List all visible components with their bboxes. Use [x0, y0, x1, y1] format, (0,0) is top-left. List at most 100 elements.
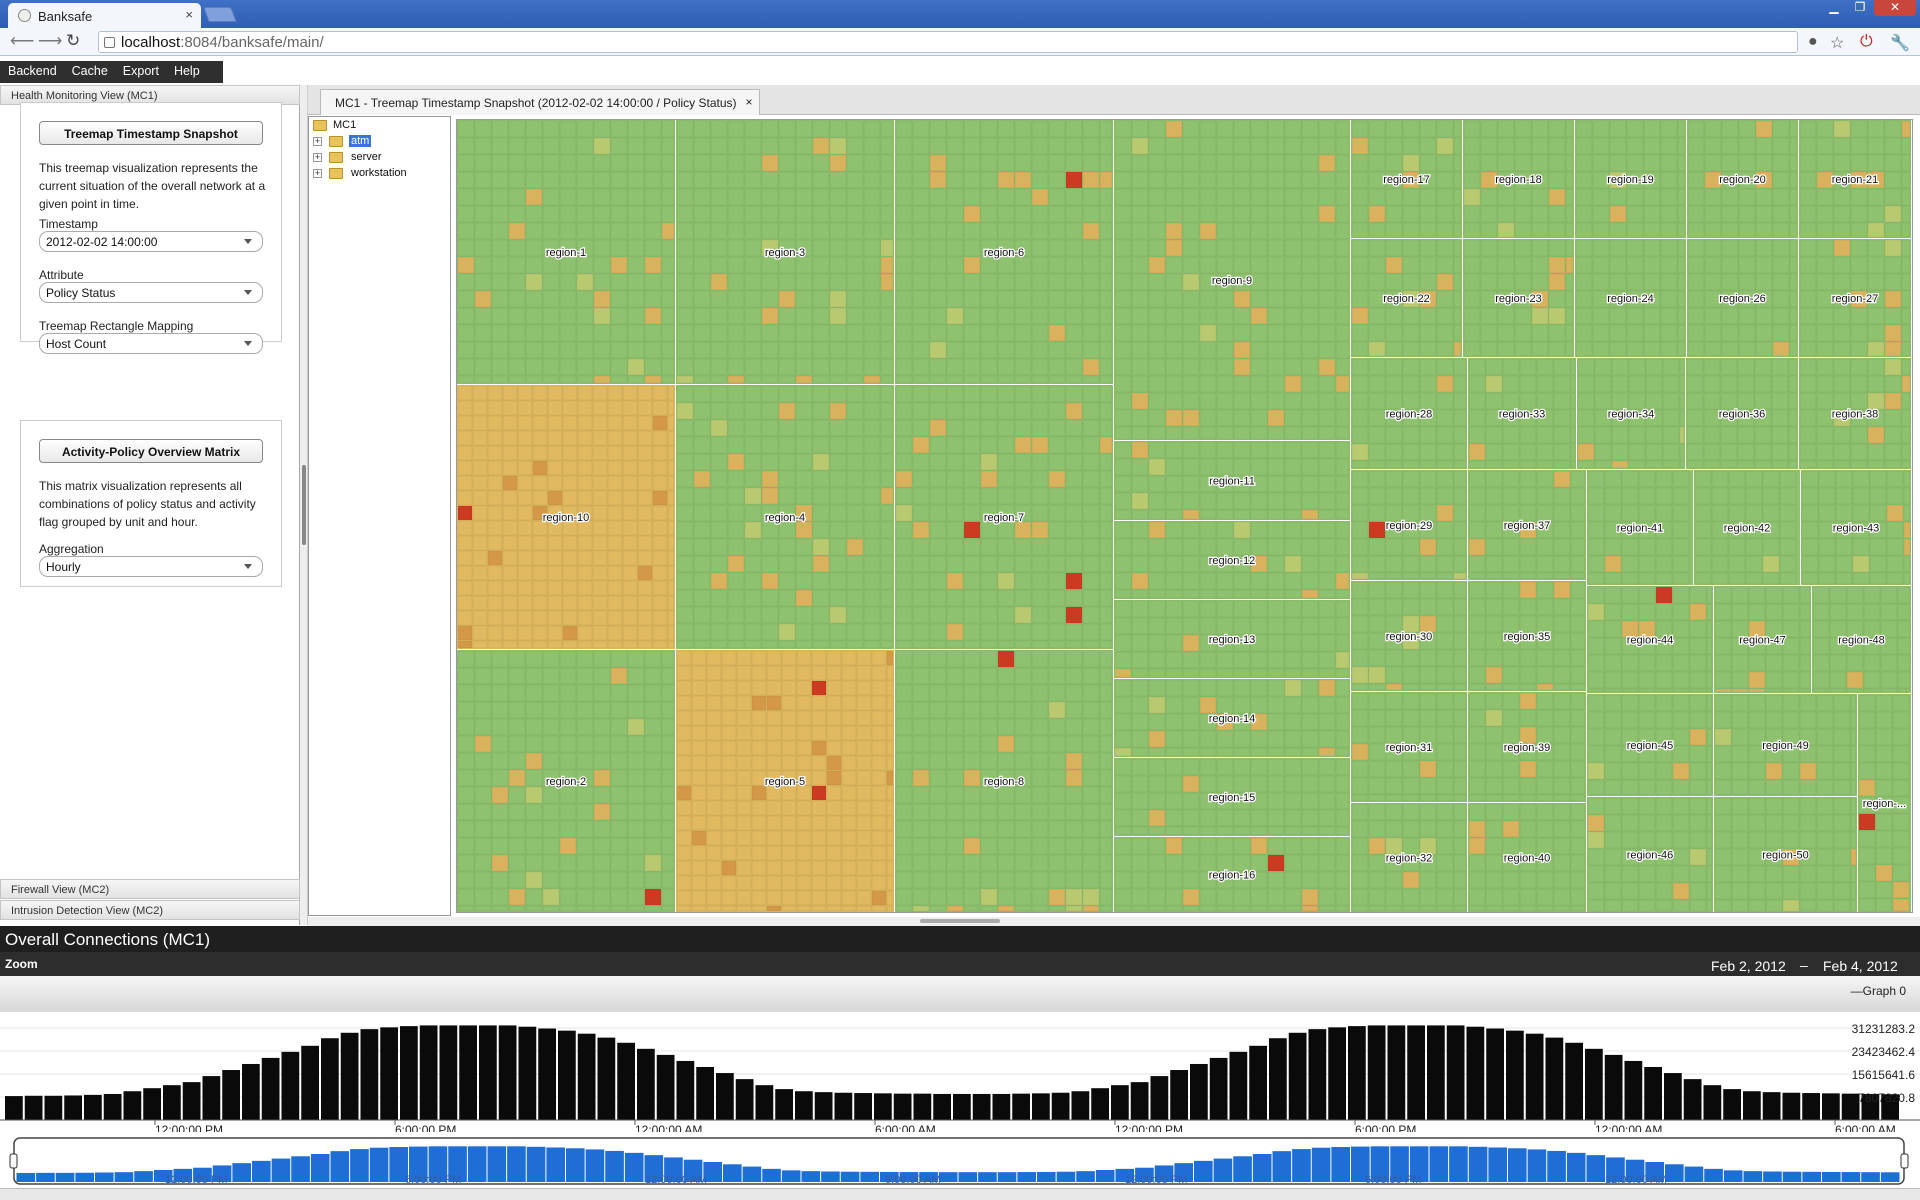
treemap-host-cell[interactable]: [880, 521, 894, 539]
treemap-host-cell[interactable]: [1711, 572, 1729, 585]
treemap-host-cell[interactable]: [1858, 864, 1876, 882]
treemap-host-cell[interactable]: [1626, 341, 1644, 357]
treemap-host-cell[interactable]: [1082, 803, 1100, 821]
treemap-host-cell[interactable]: [1531, 324, 1549, 342]
treemap-host-cell[interactable]: [1114, 572, 1132, 590]
treemap-host-cell[interactable]: [997, 572, 1015, 590]
treemap-host-cell[interactable]: [1385, 683, 1403, 691]
treemap-host-cell[interactable]: [667, 520, 675, 536]
treemap-host-cell[interactable]: [525, 803, 543, 821]
treemap-host-cell[interactable]: [652, 505, 668, 521]
treemap-host-cell[interactable]: [727, 640, 745, 649]
treemap-host-cell[interactable]: [1536, 692, 1554, 710]
treemap-host-cell[interactable]: [1570, 692, 1586, 710]
treemap-host-cell[interactable]: [559, 273, 577, 291]
treemap-host-cell[interactable]: [1318, 775, 1336, 793]
treemap-host-cell[interactable]: [1687, 154, 1705, 172]
date-from[interactable]: Feb 2, 2012: [1711, 958, 1786, 974]
treemap-host-cell[interactable]: [1502, 504, 1520, 522]
treemap-host-cell[interactable]: [1402, 205, 1420, 223]
treemap-host-cell[interactable]: [721, 890, 737, 906]
treemap-host-cell[interactable]: [622, 475, 638, 491]
treemap-host-cell[interactable]: [980, 436, 998, 454]
treemap-host-cell[interactable]: [661, 239, 675, 257]
treemap-host-cell[interactable]: [880, 572, 894, 590]
treemap-host-cell[interactable]: [1048, 154, 1066, 172]
treemap-host-cell[interactable]: [508, 820, 526, 838]
treemap-host-cell[interactable]: [841, 815, 857, 831]
treemap-host-cell[interactable]: [1799, 671, 1811, 689]
treemap-host-cell[interactable]: [1519, 692, 1537, 710]
treemap-host-cell[interactable]: [472, 385, 488, 401]
treemap-host-cell[interactable]: [1436, 538, 1454, 556]
treemap-host-cell[interactable]: [661, 837, 675, 855]
treemap-host-cell[interactable]: [895, 701, 913, 719]
treemap-host-cell[interactable]: [1706, 882, 1713, 900]
treemap-host-cell[interactable]: [886, 770, 894, 786]
treemap-host-cell[interactable]: [1199, 120, 1217, 138]
treemap-host-cell[interactable]: [727, 256, 745, 274]
treemap-host-cell[interactable]: [1553, 854, 1571, 872]
treemap-host-cell[interactable]: [1250, 205, 1268, 223]
treemap-host-cell[interactable]: [1267, 888, 1285, 906]
treemap-host-cell[interactable]: [1318, 617, 1336, 635]
treemap-host-cell[interactable]: [1182, 120, 1200, 138]
treemap-host-cell[interactable]: [1453, 171, 1462, 189]
treemap-host-cell[interactable]: [1267, 572, 1285, 590]
treemap-host-cell[interactable]: [1335, 617, 1350, 635]
treemap-host-cell[interactable]: [1082, 752, 1100, 770]
treemap-host-cell[interactable]: [472, 610, 488, 626]
treemap-host-cell[interactable]: [1765, 688, 1783, 693]
treemap-host-cell[interactable]: [1114, 137, 1132, 155]
treemap-host-cell[interactable]: [1318, 375, 1336, 393]
treemap-host-cell[interactable]: [525, 854, 543, 872]
treemap-host-cell[interactable]: [1594, 358, 1612, 376]
treemap-host-cell[interactable]: [622, 625, 638, 641]
treemap-host-cell[interactable]: [1233, 188, 1251, 206]
treemap-host-cell[interactable]: [1846, 620, 1864, 638]
treemap-host-cell[interactable]: [457, 400, 473, 416]
treemap-host-cell[interactable]: [1335, 492, 1350, 510]
treemap-host-cell[interactable]: [1351, 888, 1369, 906]
treemap-host-cell[interactable]: [457, 475, 473, 491]
treemap-host-cell[interactable]: [727, 453, 745, 471]
treemap-host-cell[interactable]: [895, 358, 913, 376]
treemap-host-cell[interactable]: [474, 650, 492, 668]
treemap-host-cell[interactable]: [929, 837, 947, 855]
treemap-host-cell[interactable]: [963, 888, 981, 906]
treemap-host-cell[interactable]: [1689, 882, 1707, 900]
treemap-host-cell[interactable]: [710, 470, 728, 488]
treemap-host-cell[interactable]: [736, 800, 752, 816]
treemap-host-cell[interactable]: [1351, 307, 1369, 325]
treemap-host-cell[interactable]: [736, 860, 752, 876]
treemap-host-cell[interactable]: [706, 650, 722, 666]
treemap-host-cell[interactable]: [1419, 504, 1437, 522]
treemap-host-cell[interactable]: [895, 256, 913, 274]
treemap-host-cell[interactable]: [811, 650, 827, 666]
treemap-host-cell[interactable]: [1031, 324, 1049, 342]
treemap-host-cell[interactable]: [1148, 713, 1166, 731]
treemap-host-cell[interactable]: [1165, 341, 1183, 359]
treemap-host-cell[interactable]: [1468, 581, 1486, 599]
treemap-host-cell[interactable]: [1638, 671, 1656, 689]
treemap-host-cell[interactable]: [1385, 137, 1403, 155]
treemap-host-cell[interactable]: [1901, 324, 1911, 342]
treemap-host-cell[interactable]: [1748, 882, 1766, 900]
treemap-host-cell[interactable]: [542, 684, 560, 702]
treemap-host-cell[interactable]: [1114, 358, 1132, 376]
treemap-host-cell[interactable]: [517, 475, 533, 491]
treemap-host-cell[interactable]: [946, 419, 964, 437]
treemap-host-cell[interactable]: [1686, 426, 1704, 444]
treemap-host-cell[interactable]: [1284, 290, 1302, 308]
treemap-host-cell[interactable]: [1199, 290, 1217, 308]
treemap-host-cell[interactable]: [1897, 620, 1911, 638]
treemap-host-cell[interactable]: [1519, 443, 1537, 461]
treemap-host-cell[interactable]: [1754, 392, 1772, 410]
treemap-host-cell[interactable]: [474, 735, 492, 753]
treemap-host-cell[interactable]: [1233, 555, 1251, 573]
treemap-host-cell[interactable]: [1267, 600, 1285, 618]
treemap-host-cell[interactable]: [1131, 617, 1149, 635]
treemap-host-cell[interactable]: [1453, 666, 1467, 684]
treemap-host-cell[interactable]: [1114, 713, 1132, 731]
treemap-host-cell[interactable]: [1463, 273, 1481, 291]
